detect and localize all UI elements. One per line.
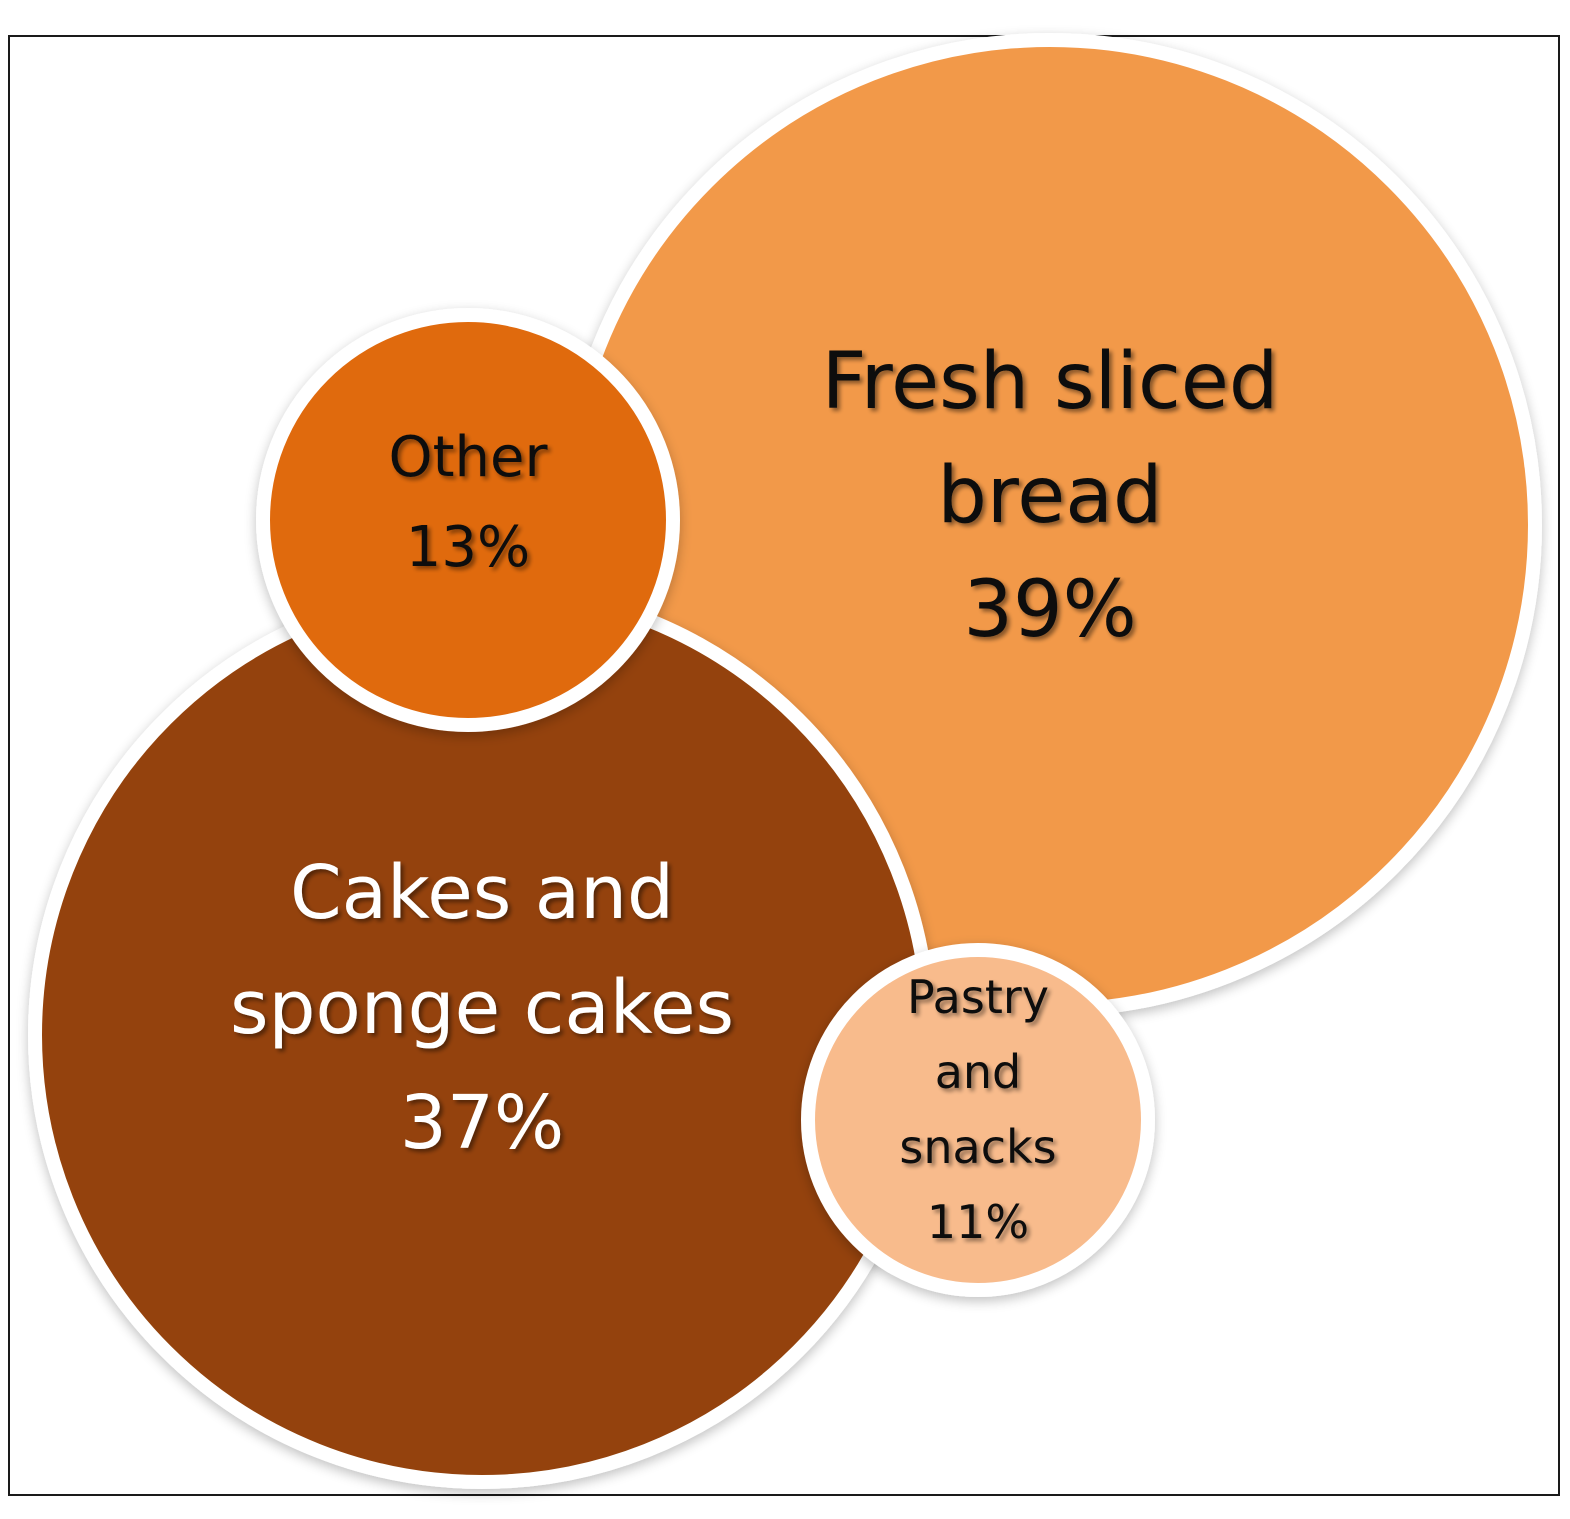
bubble-pastry-label-line: snacks <box>899 1120 1056 1174</box>
bubble-pastry-value-label: 11% <box>927 1195 1029 1249</box>
bubble-cakes: Cakes and sponge cakes 37% <box>28 581 936 1489</box>
bubble-fresh-label-line: Fresh sliced <box>822 337 1279 427</box>
bubble-fresh-value-label: 39% <box>963 565 1136 655</box>
bubble-other-circle <box>256 308 680 732</box>
bubble-other: Other 13% <box>256 308 680 732</box>
bubble-pastry-circle <box>801 943 1155 1297</box>
bubble-layer: Fresh sliced bread 39% Cakes and sponge cake… <box>28 33 1542 1489</box>
bubble-pastry-label-line: and <box>935 1045 1022 1099</box>
bubble-pastry: Pastry and snacks 11% <box>801 943 1155 1297</box>
bubble-other-value-label: 13% <box>406 515 530 580</box>
bubble-other-label-line: Other <box>388 425 548 490</box>
bubble-cakes-label-line: Cakes and <box>290 850 674 936</box>
bubble-fresh-label-line: bread <box>937 451 1162 541</box>
bubble-cakes-value-label: 37% <box>400 1080 564 1166</box>
bubble-cakes-label-line: sponge cakes <box>230 965 734 1051</box>
bubble-pastry-label-line: Pastry <box>907 970 1049 1024</box>
